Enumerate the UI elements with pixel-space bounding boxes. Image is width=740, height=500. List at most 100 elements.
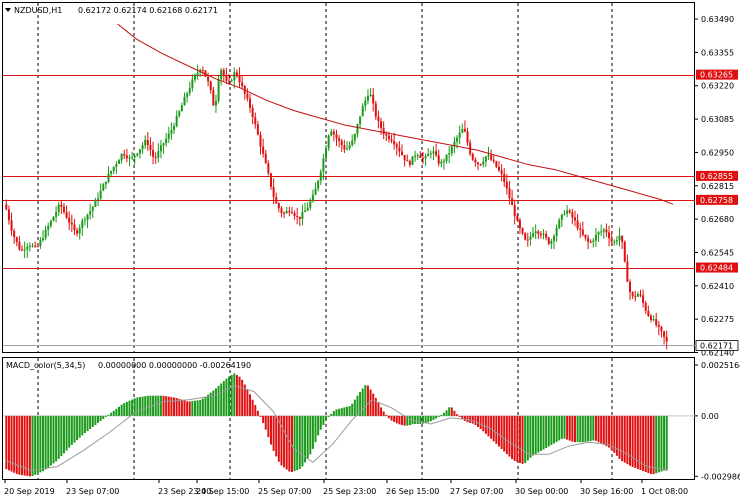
histogram-bar [484,415,487,434]
histogram-bar [330,413,333,416]
histogram-bar [293,415,296,472]
candle-body [209,81,212,91]
histogram-bar [201,398,204,416]
histogram-bar [343,407,346,416]
candle-body [652,319,655,321]
histogram-bar [366,385,369,416]
histogram-bar [374,397,377,416]
candle-body [62,206,65,212]
candle-body [117,160,120,164]
histogram-bar [36,415,39,474]
candle-body [594,234,597,241]
candle-body [539,233,542,235]
histogram-bar [319,415,322,430]
histogram-bar [516,415,519,462]
histogram-bar [267,415,270,438]
histogram-bar [448,407,451,416]
histogram-bar [505,415,508,455]
candle-body [28,246,31,248]
candle-body [427,154,430,157]
histogram-bar [655,415,658,474]
candle-body [285,210,288,214]
candle-body [490,155,493,160]
histogram-bar [57,415,60,459]
histogram-bar [532,415,535,456]
histogram-bar [159,395,162,416]
candle-body [497,166,500,171]
candle-body [283,212,286,214]
time-tick-label: 24 Sep 15:00 [196,487,249,496]
histogram-bar [301,415,304,467]
histogram-bar [555,415,558,442]
candle-body [526,239,529,241]
candle-body [290,212,293,214]
candle-body [466,131,469,143]
histogram-bar [351,403,354,416]
candle-body [395,144,398,148]
candle-body [83,219,86,221]
histogram-bar [262,415,265,423]
histogram-bar [243,384,246,416]
candle-body [613,241,616,243]
candle-body [60,204,63,207]
level-price-label: 0.62855 [700,172,733,181]
histogram-bar [193,400,196,416]
histogram-bar [492,415,495,442]
candle-body [269,173,272,187]
candle-body [133,155,136,158]
histogram-bar [642,415,645,472]
histogram-bar [110,412,113,416]
histogram-bar [112,410,115,416]
candle-body [330,131,333,136]
candle-body [146,139,149,146]
histogram-bar [539,415,542,452]
candle-body [553,236,556,241]
histogram-bar [597,415,600,443]
candle-body [592,240,595,242]
histogram-bar [180,399,183,416]
histogram-bar [421,415,424,424]
indicator-tick-label: 0.0025164 [701,361,740,370]
candle-body [518,220,521,229]
candle-body [584,234,587,238]
histogram-bar [563,415,566,439]
candle-body [120,153,123,161]
histogram-bar [497,415,500,447]
candle-body [414,155,417,157]
histogram-bar [89,415,92,430]
histogram-bar [345,406,348,416]
candle-body [89,211,92,215]
histogram-bar [241,379,244,416]
candle-body [280,208,283,213]
candle-body [401,151,404,155]
histogram-bar [482,415,485,432]
candle-body [47,226,50,230]
ma-line [117,23,674,205]
candle-body [487,155,490,157]
candle-body [222,69,225,76]
candle-body [157,151,160,158]
histogram-bar [123,403,126,416]
main-pane-frame[interactable] [2,2,695,353]
candle-body [10,220,13,231]
histogram-bar [610,415,613,450]
histogram-bar [600,415,603,444]
collapse-triangle-icon[interactable] [5,8,11,12]
candle-body [463,128,466,132]
histogram-bar [296,415,299,470]
candle-body [81,220,84,228]
moving-average [117,23,674,205]
histogram-bar [91,415,94,427]
candle-body [36,245,39,247]
histogram-bar [269,415,272,445]
candle-body [421,157,424,159]
histogram-bar [487,415,490,437]
indicator-pane-frame[interactable] [2,357,695,480]
candle-body [542,233,545,235]
histogram-bar [7,415,10,471]
candle-body [39,240,42,247]
histogram-bar [615,415,618,456]
histogram-bar [419,415,422,424]
histogram-bar [209,392,212,416]
